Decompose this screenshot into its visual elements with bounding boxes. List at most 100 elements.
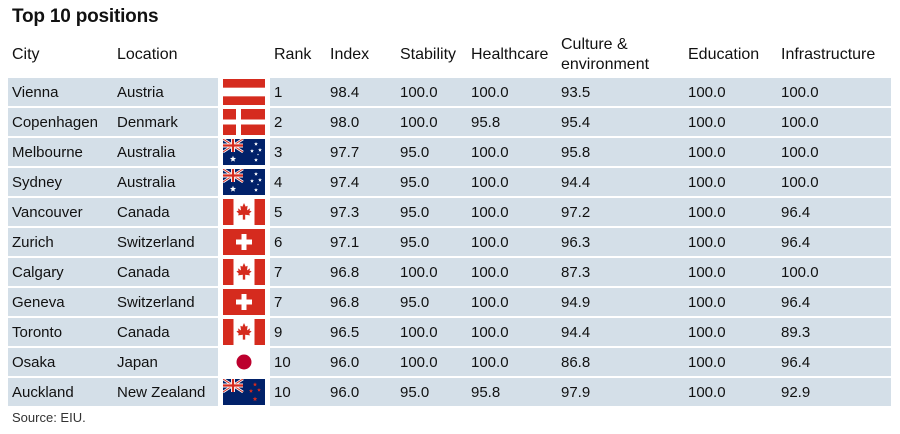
city-cell: Vancouver xyxy=(8,196,113,226)
header-row: City Location Rank Index Stability Healt… xyxy=(8,34,891,76)
index-cell: 97.1 xyxy=(326,226,396,256)
city-cell: Geneva xyxy=(8,286,113,316)
chart-title: Top 10 positions xyxy=(12,6,159,27)
switzerland-flag-icon xyxy=(223,289,265,315)
location-cell: Switzerland xyxy=(113,226,218,256)
stability-cell: 95.0 xyxy=(396,166,467,196)
infrastructure-cell: 100.0 xyxy=(777,136,891,166)
header-location: Location xyxy=(117,46,178,63)
education-cell: 100.0 xyxy=(684,226,777,256)
education-cell: 100.0 xyxy=(684,316,777,346)
flag-cell xyxy=(218,316,270,346)
table-row: Sydney Australia 4 97.4 95.0 100.0 94.4 100.0 10… xyxy=(8,166,891,196)
flag-cell xyxy=(218,76,270,106)
header-culture: Culture & environment xyxy=(561,36,650,73)
culture-cell: 95.4 xyxy=(557,106,684,136)
header-healthcare: Healthcare xyxy=(471,46,549,63)
location-cell: Canada xyxy=(113,316,218,346)
flag-cell xyxy=(218,166,270,196)
table-row: Melbourne Australia 3 97.7 95.0 100.0 95.8 100.… xyxy=(8,136,891,166)
stability-cell: 100.0 xyxy=(396,106,467,136)
header-index: Index xyxy=(330,46,370,63)
header-education: Education xyxy=(688,46,760,63)
stability-cell: 95.0 xyxy=(396,376,467,406)
city-cell: Vienna xyxy=(8,76,113,106)
infrastructure-cell: 100.0 xyxy=(777,166,891,196)
culture-cell: 87.3 xyxy=(557,256,684,286)
culture-cell: 96.3 xyxy=(557,226,684,256)
healthcare-cell: 95.8 xyxy=(467,106,557,136)
header-stability: Stability xyxy=(400,46,457,63)
education-cell: 100.0 xyxy=(684,136,777,166)
table-row: Geneva Switzerland 7 96.8 95.0 100.0 94.9 100.0… xyxy=(8,286,891,316)
education-cell: 100.0 xyxy=(684,166,777,196)
flag-cell xyxy=(218,136,270,166)
location-cell: Switzerland xyxy=(113,286,218,316)
australia-flag-icon xyxy=(223,139,265,165)
index-cell: 97.4 xyxy=(326,166,396,196)
stability-cell: 100.0 xyxy=(396,316,467,346)
index-cell: 96.8 xyxy=(326,286,396,316)
city-cell: Zurich xyxy=(8,226,113,256)
table-row: Auckland New Zealand 10 96.0 95.0 95.8 97.9 100… xyxy=(8,376,891,406)
header-city: City xyxy=(12,46,40,63)
education-cell: 100.0 xyxy=(684,256,777,286)
rankings-table: City Location Rank Index Stability Healt… xyxy=(8,34,891,406)
culture-cell: 93.5 xyxy=(557,76,684,106)
healthcare-cell: 100.0 xyxy=(467,166,557,196)
source-note: Source: EIU. xyxy=(12,410,86,425)
australia-flag-icon xyxy=(223,169,265,195)
location-cell: Denmark xyxy=(113,106,218,136)
culture-cell: 94.9 xyxy=(557,286,684,316)
infrastructure-cell: 89.3 xyxy=(777,316,891,346)
infrastructure-cell: 100.0 xyxy=(777,256,891,286)
index-cell: 96.0 xyxy=(326,376,396,406)
location-cell: Australia xyxy=(113,166,218,196)
flag-cell xyxy=(218,226,270,256)
index-cell: 98.4 xyxy=(326,76,396,106)
healthcare-cell: 100.0 xyxy=(467,136,557,166)
denmark-flag-icon xyxy=(223,109,265,135)
table-row: Osaka Japan 10 96.0 100.0 100.0 86.8 100.0 96.4 xyxy=(8,346,891,376)
education-cell: 100.0 xyxy=(684,76,777,106)
infrastructure-cell: 92.9 xyxy=(777,376,891,406)
location-cell: New Zealand xyxy=(113,376,218,406)
city-cell: Copenhagen xyxy=(8,106,113,136)
rank-cell: 7 xyxy=(270,256,326,286)
education-cell: 100.0 xyxy=(684,346,777,376)
rank-cell: 2 xyxy=(270,106,326,136)
flag-cell xyxy=(218,286,270,316)
infrastructure-cell: 100.0 xyxy=(777,76,891,106)
culture-cell: 97.9 xyxy=(557,376,684,406)
rank-cell: 6 xyxy=(270,226,326,256)
healthcare-cell: 100.0 xyxy=(467,256,557,286)
stability-cell: 95.0 xyxy=(396,226,467,256)
index-cell: 96.0 xyxy=(326,346,396,376)
rank-cell: 4 xyxy=(270,166,326,196)
infrastructure-cell: 100.0 xyxy=(777,106,891,136)
header-flag xyxy=(218,34,270,76)
flag-cell xyxy=(218,376,270,406)
infrastructure-cell: 96.4 xyxy=(777,286,891,316)
culture-cell: 95.8 xyxy=(557,136,684,166)
rank-cell: 1 xyxy=(270,76,326,106)
location-cell: Canada xyxy=(113,196,218,226)
stability-cell: 100.0 xyxy=(396,76,467,106)
infrastructure-cell: 96.4 xyxy=(777,196,891,226)
stability-cell: 95.0 xyxy=(396,196,467,226)
rank-cell: 9 xyxy=(270,316,326,346)
flag-cell xyxy=(218,196,270,226)
flag-cell xyxy=(218,106,270,136)
city-cell: Auckland xyxy=(8,376,113,406)
new-zealand-flag-icon xyxy=(223,379,265,405)
table-row: Calgary Canada 7 96.8 100.0 100.0 87.3 100.0 100… xyxy=(8,256,891,286)
stability-cell: 95.0 xyxy=(396,136,467,166)
stability-cell: 100.0 xyxy=(396,256,467,286)
rank-cell: 10 xyxy=(270,376,326,406)
education-cell: 100.0 xyxy=(684,376,777,406)
city-cell: Sydney xyxy=(8,166,113,196)
culture-cell: 94.4 xyxy=(557,316,684,346)
index-cell: 96.8 xyxy=(326,256,396,286)
location-cell: Austria xyxy=(113,76,218,106)
